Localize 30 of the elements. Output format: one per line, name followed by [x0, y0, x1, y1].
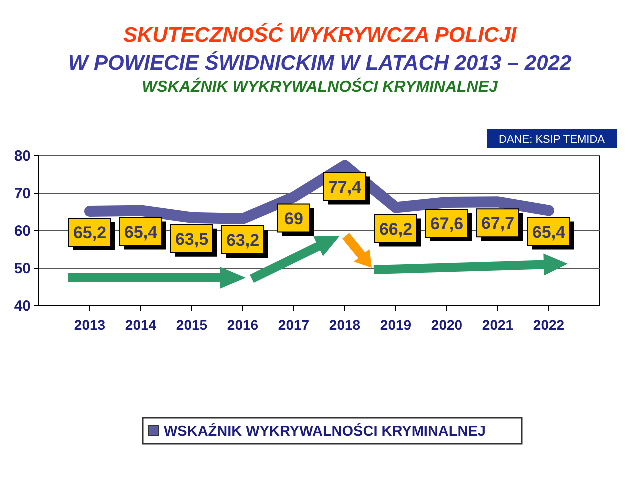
y-tick-label: 60 — [14, 223, 31, 240]
x-tick-label: 2014 — [125, 317, 157, 333]
legend-label: WSKAŹNIK WYKRYWALNOŚCI KRYMINALNEJ — [164, 423, 486, 440]
data-label: 65,2 — [73, 224, 107, 242]
x-tick-label: 2016 — [227, 317, 259, 333]
x-tick-label: 2019 — [380, 317, 412, 333]
data-label: 63,2 — [226, 231, 260, 250]
chart-title: SKUTECZNOŚĆ WYKRYWCZA POLICJI — [123, 23, 518, 47]
y-tick-label: 40 — [14, 298, 31, 315]
x-tick-label: 2013 — [74, 317, 106, 333]
x-tick-label: 2020 — [431, 317, 463, 333]
data-label: 69 — [284, 209, 304, 228]
y-tick-label: 50 — [14, 260, 31, 278]
x-tick-label: 2018 — [329, 317, 361, 333]
data-label: 77,4 — [328, 178, 362, 197]
data-label: 66,2 — [379, 220, 413, 239]
data-label: 63,5 — [175, 230, 209, 249]
x-tick-label: 2021 — [482, 317, 514, 333]
y-tick-label: 70 — [14, 186, 31, 202]
data-label: 67,7 — [481, 214, 515, 234]
x-tick-label: 2022 — [533, 317, 565, 333]
data-label: 65,4 — [532, 222, 566, 242]
y-tick-label: 80 — [14, 148, 31, 165]
x-tick-label: 2015 — [176, 317, 208, 333]
data-label: 65,4 — [124, 222, 158, 242]
data-label: 67,6 — [430, 214, 464, 234]
text: WSKAŹNIK WYKRYWALNOŚCI KRYMINALNEJ — [142, 77, 500, 96]
text: DANE: KSIP TEMIDA — [499, 134, 606, 146]
chart-subtitle: W POWIECIE ŚWIDNICKIM W LATACH 2013 – 2022 — [68, 51, 572, 75]
x-tick-label: 2017 — [278, 317, 310, 333]
